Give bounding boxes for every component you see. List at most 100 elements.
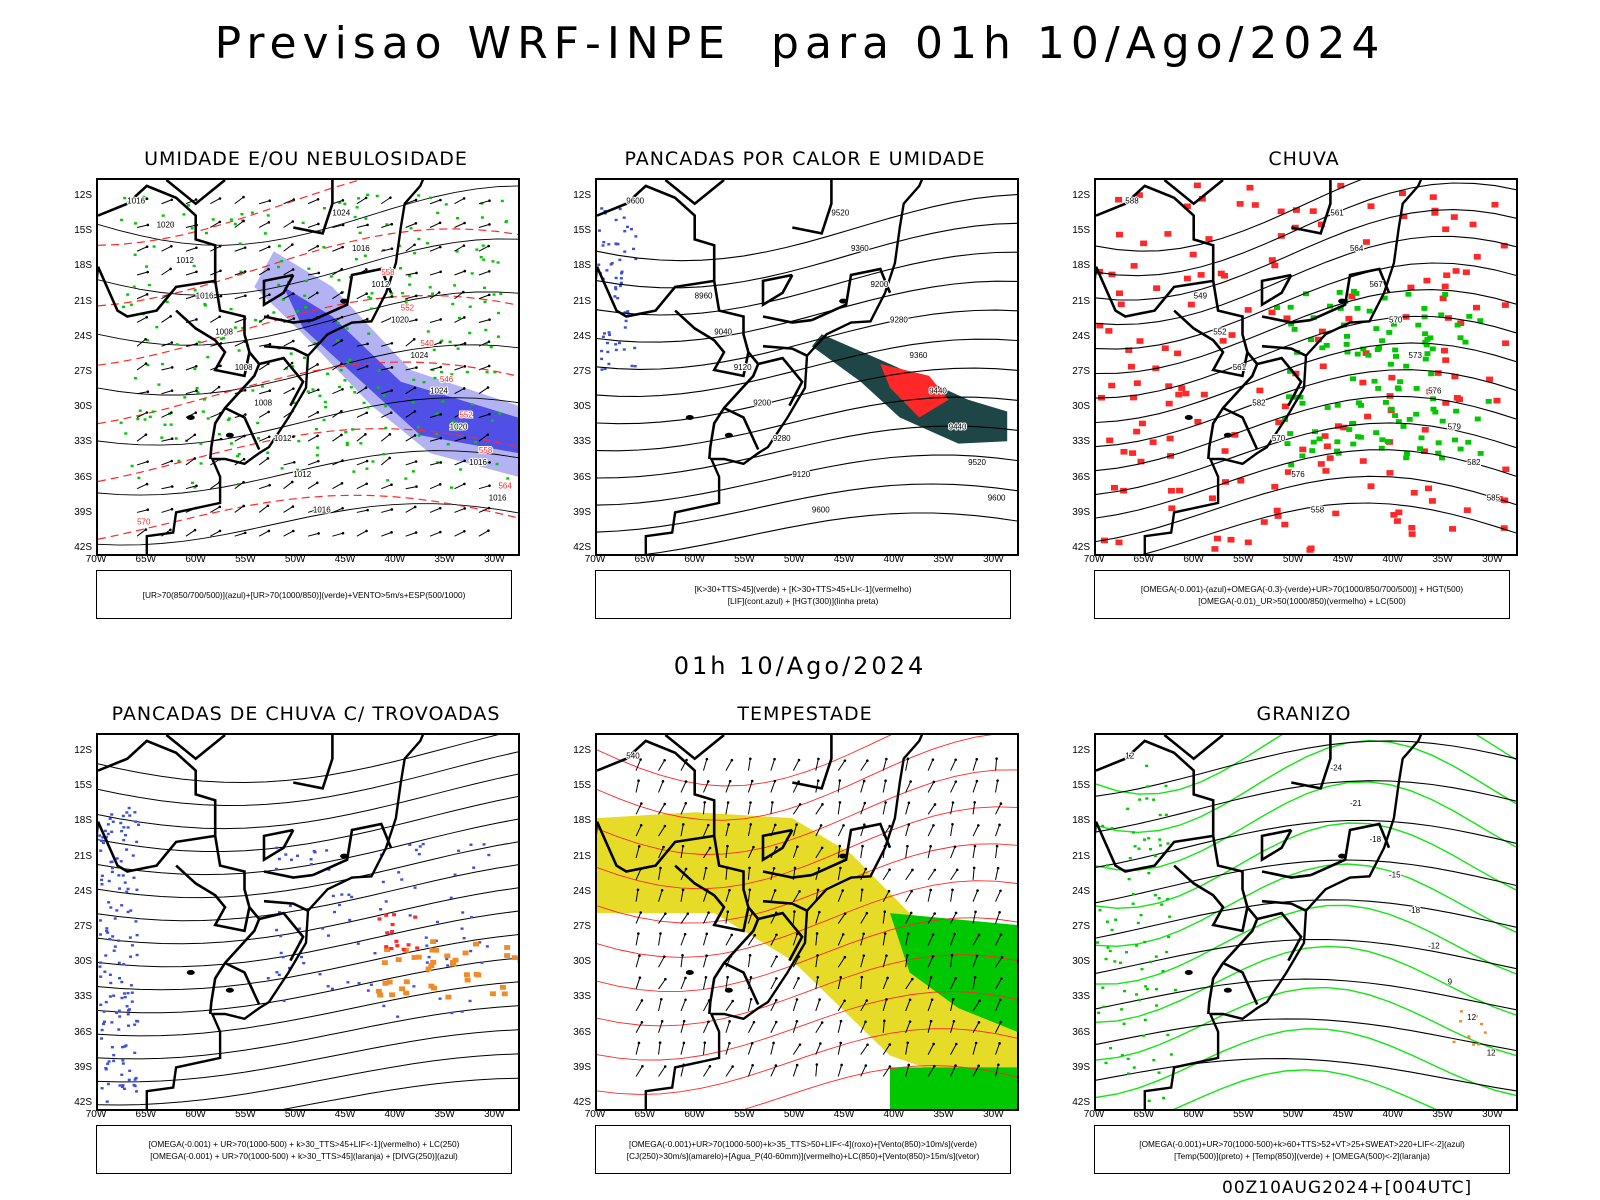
lon-tick-label: 55W: [235, 1109, 256, 1120]
lat-tick-label: 39S: [1072, 506, 1090, 518]
lat-tick-label: 21S: [74, 850, 92, 862]
lat-tick-label: 18S: [573, 260, 591, 272]
lat-tick-label: 39S: [74, 1061, 92, 1073]
lon-tick-label: 60W: [185, 554, 206, 565]
contour-label: 9120: [734, 363, 752, 372]
lat-tick-label: 39S: [74, 506, 92, 518]
lon-tick-label: 45W: [833, 1109, 855, 1120]
lon-tick-label: 40W: [883, 554, 905, 565]
map-frame: [96, 733, 520, 1111]
lat-tick-label: 30S: [1072, 956, 1090, 968]
contour-label: -15: [1389, 870, 1401, 879]
contour-label: 1016: [489, 494, 507, 503]
lat-tick-label: 42S: [1072, 542, 1090, 553]
contour-label: 1016: [469, 458, 487, 467]
contour-label: 1024: [332, 209, 350, 218]
lon-tick-label: 65W: [1133, 1109, 1155, 1120]
lon-tick-label: 40W: [384, 1109, 406, 1120]
contour-label: 570: [1389, 315, 1403, 324]
lat-tick-label: 21S: [74, 295, 92, 307]
contour-label: 549: [1194, 292, 1208, 301]
contour-label: 552: [401, 304, 415, 313]
lat-tick-label: 21S: [1072, 850, 1090, 862]
lon-tick-label: 65W: [634, 1109, 656, 1120]
contour-label: 570: [137, 517, 151, 526]
lat-tick-label: 24S: [1072, 885, 1090, 897]
contour-label: 12: [1467, 1013, 1476, 1022]
lat-tick-label: 27S: [1072, 366, 1090, 377]
lon-tick-label: 60W: [684, 554, 705, 565]
map-plot: 1016 1016 1016 1020 1024 1024 1020 1012 1016 1024…: [98, 180, 518, 554]
lon-tick-label: 65W: [135, 554, 157, 565]
contour-label: 9040: [714, 327, 732, 336]
contour-label: 9: [1448, 977, 1453, 986]
contour-label: 1016: [352, 244, 370, 253]
lat-tick-label: 12S: [573, 190, 591, 201]
lon-tick-label: 30W: [484, 1109, 505, 1120]
contour-label: 576: [1428, 387, 1442, 396]
lon-tick-label: 55W: [1233, 1109, 1254, 1120]
lat-tick-label: 42S: [74, 542, 92, 553]
lon-tick-label: 55W: [734, 554, 755, 565]
lon-tick-label: 35W: [933, 1109, 954, 1120]
lat-tick-label: 39S: [573, 506, 591, 518]
contour-label: 9600: [988, 494, 1006, 503]
lat-tick-label: 30S: [1072, 401, 1090, 413]
lat-tick-label: 27S: [74, 366, 92, 377]
contour-label: 1012: [293, 470, 311, 479]
lat-tick-label: 33S: [573, 436, 591, 448]
contour-label: 582: [1252, 399, 1266, 408]
lon-tick-label: 70W: [1083, 554, 1105, 565]
contour-label: 552: [1213, 327, 1227, 336]
model-run-stamp: 00Z10AUG2024+[004UTC]: [1222, 1178, 1473, 1198]
contour-label: 561: [1330, 209, 1344, 218]
contour-label: -18: [1369, 835, 1381, 844]
contour-label: 558: [381, 268, 395, 277]
legend-line: [LIF](cont.azul) + [HGT(300)](linha pret…: [727, 595, 879, 606]
lat-tick-label: 39S: [573, 1061, 591, 1073]
lat-tick-label: 15S: [1072, 780, 1090, 792]
contour-label: 1012: [176, 256, 194, 265]
contour-label: 573: [1409, 351, 1423, 360]
contour-label: 9200: [870, 280, 888, 289]
contour-label: 1012: [274, 434, 292, 443]
lat-tick-label: 21S: [1072, 295, 1090, 307]
legend-line: [Temp(500)](preto) + [Temp(850)](verde) …: [1174, 1150, 1430, 1161]
lat-tick-label: 27S: [573, 921, 591, 932]
lat-tick-label: 12S: [1072, 190, 1090, 201]
legend-line: [OMEGA(-0.001)-(azul)+OMEGA(-0.3)-(verde…: [1140, 583, 1464, 594]
contour-label: 1016: [313, 505, 331, 514]
lat-tick-label: 30S: [573, 401, 591, 413]
contour-label: 9360: [851, 244, 869, 253]
contour-label: 1008: [235, 363, 253, 372]
lat-tick-label: 21S: [573, 850, 591, 862]
contour-label: -12: [1428, 942, 1440, 951]
lon-tick-label: 65W: [1133, 554, 1155, 565]
lat-tick-label: 15S: [573, 780, 591, 792]
contour-label: 1024: [411, 351, 429, 360]
panel-title: UMIDADE E/OU NEBULOSIDADE: [144, 148, 468, 170]
contour-label: 567: [1369, 280, 1383, 289]
lon-tick-label: 65W: [135, 1109, 157, 1120]
map-plot: 12 12 12 9 -12 -18 -15 -18 -21 -24: [1096, 735, 1516, 1109]
map-frame: 9600 9600 9520 9440 9440 9360 9280 9200 9360 9520…: [595, 178, 1019, 556]
lon-tick-label: 35W: [1432, 1109, 1453, 1120]
lon-tick-label: 35W: [1432, 554, 1453, 565]
contour-label: 9280: [890, 315, 908, 324]
legend-line: [OMEGA(-0.001)+UR>70(1000-500)+k>60+TTS>…: [1139, 1138, 1465, 1149]
contour-label: 9440: [949, 422, 967, 431]
lon-tick-label: 30W: [983, 1109, 1004, 1120]
lat-tick-label: 30S: [74, 956, 92, 968]
contour-label: 9360: [910, 351, 928, 360]
lon-tick-label: 30W: [983, 554, 1004, 565]
forecast-time-subtitle: 01h 10/Ago/2024: [673, 652, 927, 680]
lon-tick-label: 55W: [235, 554, 256, 565]
lon-tick-label: 50W: [284, 1109, 306, 1120]
lon-tick-label: 50W: [783, 1109, 805, 1120]
map-plot: 540: [597, 735, 1017, 1109]
contour-label: 1016: [196, 292, 214, 301]
lon-tick-label: 50W: [1282, 1109, 1304, 1120]
lat-tick-label: 33S: [74, 991, 92, 1003]
map-frame: 1016 1016 1016 1020 1024 1024 1020 1012 1016 1024…: [96, 178, 520, 556]
lon-tick-label: 55W: [734, 1109, 755, 1120]
